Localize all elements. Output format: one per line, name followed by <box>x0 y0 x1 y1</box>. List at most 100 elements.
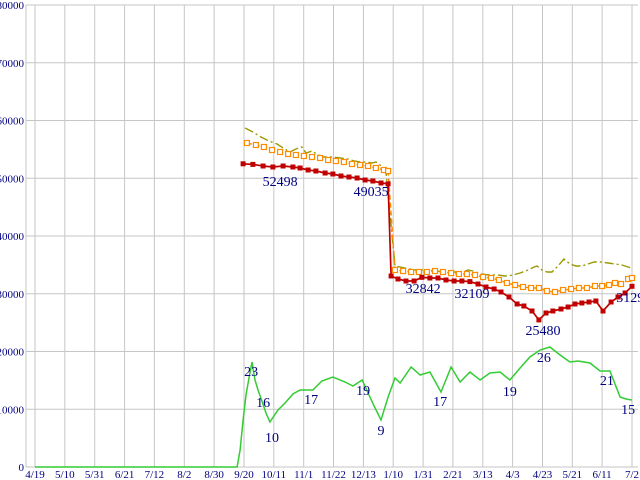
orange-dashed-marker <box>252 141 259 149</box>
y-tick-label: 0 <box>19 462 25 474</box>
orange-dashed-marker <box>463 270 470 278</box>
red-solid-marker <box>260 163 266 169</box>
x-tick-label: 1/31 <box>413 469 433 480</box>
orange-dashed-marker <box>559 286 567 294</box>
orange-dashed-marker <box>479 273 487 281</box>
x-tick-label: 6/21 <box>115 469 135 480</box>
red-solid-marker <box>615 294 621 300</box>
red-solid-marker <box>280 163 286 169</box>
orange-dashed-marker <box>527 284 535 292</box>
data-label: 17 <box>433 395 447 410</box>
x-tick-label: 5/21 <box>563 469 583 480</box>
orange-dashed-marker <box>285 150 292 158</box>
y-tick-label: 20000 <box>0 347 25 359</box>
red-solid-marker <box>385 181 391 187</box>
data-label: 16 <box>256 396 270 411</box>
x-tick-label: 4/23 <box>533 469 553 480</box>
orange-dashed-marker <box>567 285 575 293</box>
red-solid-marker <box>330 171 336 177</box>
x-tick-label: 1/10 <box>383 469 403 480</box>
orange-dashed-marker <box>551 288 559 296</box>
x-tick-label: 5/31 <box>85 469 105 480</box>
y-tick-label: 50000 <box>0 173 25 185</box>
red-solid-marker <box>550 308 556 314</box>
orange-dashed-marker <box>340 158 347 166</box>
red-solid-marker <box>475 281 481 287</box>
series-green-solid <box>35 346 633 468</box>
data-label: 19 <box>503 385 517 400</box>
red-solid-marker <box>506 294 512 300</box>
y-tick-label: 60000 <box>0 116 25 128</box>
orange-dashed-marker <box>583 284 591 292</box>
orange-dashed-marker <box>277 148 284 156</box>
orange-dashed-marker <box>385 167 392 175</box>
y-tick-label: 30000 <box>0 289 25 301</box>
red-solid-marker <box>378 180 384 186</box>
data-label: 32842 <box>406 282 441 297</box>
x-tick-label: 2/21 <box>443 469 463 480</box>
data-label: 31290 <box>616 291 640 306</box>
orange-dashed-marker <box>488 274 495 282</box>
x-tick-label: 7/2 <box>625 469 639 480</box>
red-solid-marker <box>579 300 585 306</box>
red-solid-marker <box>558 306 564 312</box>
x-tick-label: 7/12 <box>145 469 165 480</box>
red-solid-marker <box>629 283 635 289</box>
red-solid-marker <box>572 301 578 307</box>
data-label: 26 <box>537 351 551 366</box>
orange-dashed-marker <box>605 281 613 289</box>
x-tick-label: 6/11 <box>593 469 612 480</box>
red-solid-marker <box>529 308 535 314</box>
orange-dashed-marker <box>348 160 356 168</box>
orange-dashed-marker <box>575 284 583 292</box>
x-tick-label: 9/20 <box>234 469 254 480</box>
red-solid-marker <box>565 304 571 310</box>
red-solid-marker <box>290 164 296 170</box>
red-solid-marker <box>370 178 376 184</box>
red-solid-marker <box>622 290 628 296</box>
data-label: 10 <box>265 431 279 446</box>
red-solid-marker <box>354 175 360 181</box>
orange-dashed-marker <box>503 279 510 287</box>
red-solid-marker <box>403 278 409 284</box>
red-solid-marker <box>451 278 457 284</box>
data-label: 32109 <box>455 287 490 302</box>
orange-dashed-marker <box>598 282 606 290</box>
x-tick-label: 12/13 <box>351 469 377 480</box>
orange-dashed-marker <box>260 143 267 151</box>
data-label: 49035 <box>354 185 389 200</box>
orange-dashed-marker <box>408 268 415 276</box>
y-tick-label: 80000 <box>0 0 25 12</box>
orange-dashed-marker <box>543 287 551 295</box>
x-tick-label: 11/22 <box>321 469 346 480</box>
data-label: 19 <box>356 384 370 399</box>
red-solid-marker <box>443 277 449 283</box>
orange-dashed-marker <box>268 146 276 154</box>
red-solid-marker <box>536 317 542 323</box>
orange-dashed-marker <box>372 164 379 172</box>
red-solid-marker <box>483 284 489 290</box>
x-tick-label: 11/1 <box>294 469 313 480</box>
data-label: 21 <box>600 374 614 389</box>
red-solid-marker <box>388 273 394 279</box>
red-solid-marker <box>419 274 425 280</box>
red-solid-marker <box>459 278 465 284</box>
red-solid-marker <box>362 177 368 183</box>
x-tick-label: 4/19 <box>25 469 45 480</box>
orange-dashed-marker <box>292 151 299 159</box>
x-tick-label: 5/10 <box>55 469 75 480</box>
orange-dashed-marker <box>455 270 462 278</box>
red-solid-marker <box>427 275 433 281</box>
orange-dashed-marker <box>332 157 339 165</box>
x-tick-label: 4/3 <box>506 469 521 480</box>
red-solid-marker <box>521 303 527 309</box>
orange-dashed-marker <box>617 280 625 288</box>
red-solid-marker <box>600 308 606 314</box>
orange-dashed-marker <box>591 282 599 290</box>
red-solid-marker <box>395 276 401 282</box>
red-solid-marker <box>467 279 473 285</box>
orange-dashed-marker <box>431 267 439 275</box>
red-solid-marker <box>250 161 256 167</box>
